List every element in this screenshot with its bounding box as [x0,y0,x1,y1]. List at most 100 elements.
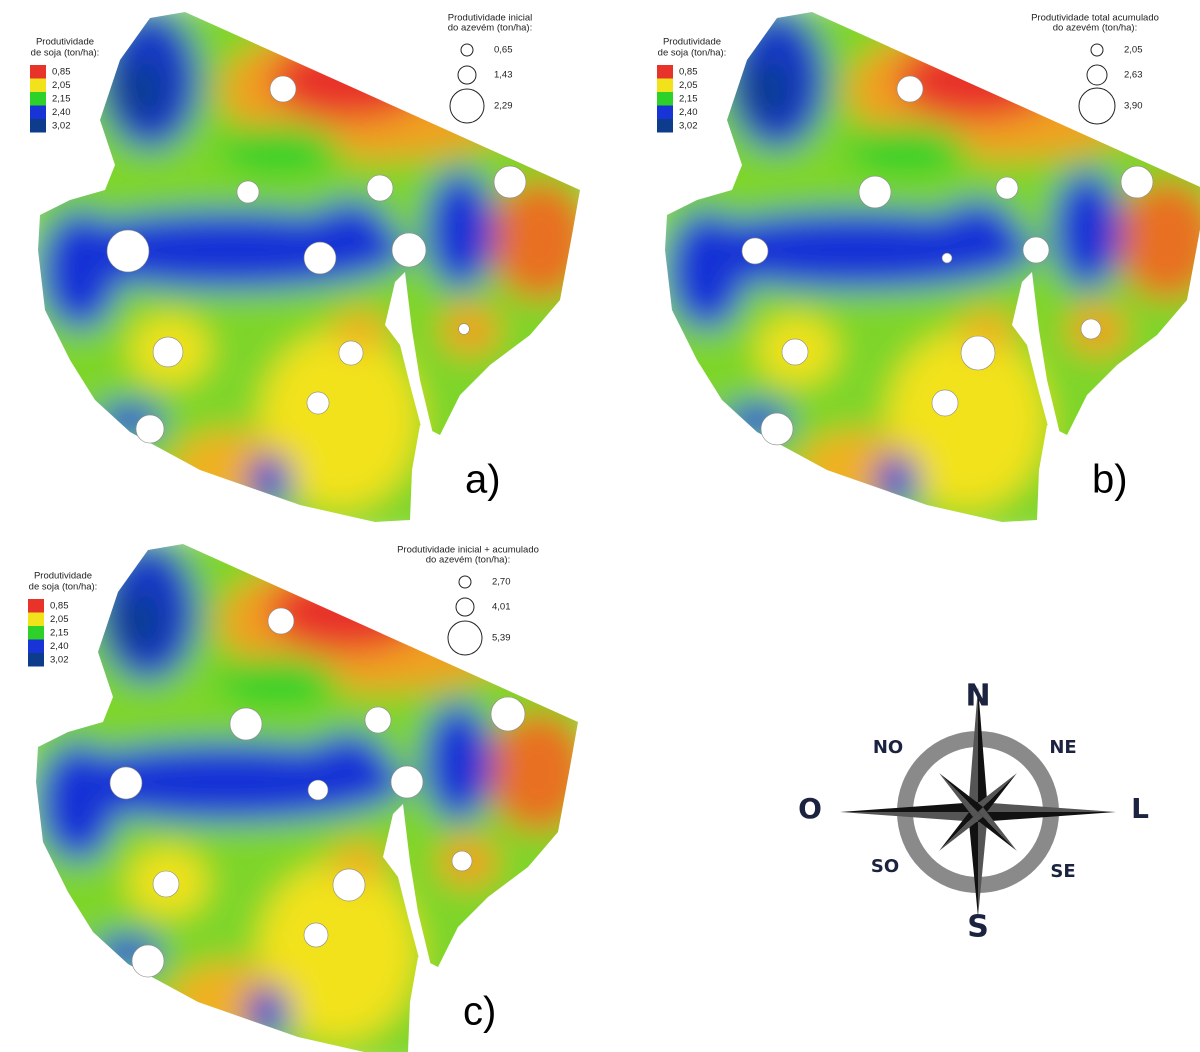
sample-point [859,176,891,208]
size-legend-label: 3,90 [1124,101,1143,112]
color-legend-label: 2,05 [50,614,69,625]
color-legend-label: 2,40 [50,641,69,652]
color-swatch [657,119,673,133]
size-legend-label: 5,39 [492,633,511,644]
color-legend-label: 2,15 [50,628,69,639]
compass-label: N [965,679,990,714]
compass-label: SE [1050,861,1075,882]
size-legend-title: do azevém (ton/ha): [426,555,511,566]
color-legend-title: de soja (ton/ha): [29,582,98,593]
compass-label: S [967,910,989,945]
color-swatch [657,92,673,106]
color-legend-title: Produtividade [36,37,94,48]
sample-point [942,253,952,263]
color-swatch [28,653,44,667]
sample-point [307,392,329,414]
color-swatch [30,79,46,93]
compass-rose: N NE L SE S SO O NO [798,679,1149,945]
size-legend-label: 0,65 [494,45,513,56]
color-legend-title: Produtividade [34,571,92,582]
sample-point [268,608,294,634]
color-swatch [28,626,44,640]
size-legend-circle [1087,65,1107,85]
sample-point [304,923,328,947]
sample-point [153,337,183,367]
size-legend-circle [450,89,484,123]
size-legend-circle [1079,88,1115,124]
panel-label: a) [465,458,501,502]
sample-point [132,945,164,977]
color-swatch [657,65,673,79]
size-legend-label: 2,63 [1124,70,1143,81]
size-legend-label: 2,70 [492,577,511,588]
sample-point [491,697,525,731]
compass-label: O [798,792,822,825]
color-swatch [30,65,46,79]
size-legend-label: 2,29 [494,101,513,112]
color-legend-label: 3,02 [52,121,71,132]
size-legend-circle [458,66,476,84]
sample-point [308,780,328,800]
color-legend-title: de soja (ton/ha): [658,48,727,59]
sample-point [452,851,472,871]
compass-point [978,812,988,917]
sample-point [897,76,923,102]
sample-point [136,415,164,443]
panel-label: b) [1092,458,1128,502]
color-swatch [657,79,673,93]
sample-point [391,766,423,798]
size-legend-label: 4,01 [492,602,511,613]
color-swatch [30,92,46,106]
color-swatch [28,640,44,654]
color-legend-label: 0,85 [50,601,69,612]
color-legend-title: Produtividade [663,37,721,48]
compass-label: L [1131,792,1149,825]
size-legend-circle [459,576,471,588]
color-swatch [30,119,46,133]
color-swatch [657,106,673,120]
sample-point [110,767,142,799]
size-legend-title: do azevém (ton/ha): [448,23,533,34]
color-swatch [30,106,46,120]
color-swatch [28,599,44,613]
sample-point [270,76,296,102]
figure: Produtividadede soja (ton/ha):0,852,052,… [0,0,1200,1052]
sample-point [237,181,259,203]
color-swatch [28,613,44,627]
size-legend-circle [456,598,474,616]
color-legend-label: 3,02 [50,655,69,666]
color-legend-label: 2,15 [679,94,698,105]
size-legend-circle [448,621,482,655]
sample-point [459,324,470,335]
compass-label: NO [873,737,903,758]
sample-point [392,233,426,267]
sample-point [782,339,808,365]
sample-point [1023,237,1049,263]
size-legend-title: do azevém (ton/ha): [1053,23,1138,34]
sample-point [107,230,149,272]
sample-point [304,242,336,274]
color-legend-label: 2,40 [52,107,71,118]
compass-label: NE [1049,737,1076,758]
sample-point [365,707,391,733]
color-legend-label: 2,05 [679,80,698,91]
panel-label: c) [463,990,496,1034]
sample-point [996,177,1018,199]
compass-point [968,812,978,917]
sample-point [230,708,262,740]
sample-point [153,871,179,897]
sample-point [742,238,768,264]
sample-point [339,341,363,365]
sample-point [932,390,958,416]
color-legend-label: 3,02 [679,121,698,132]
color-legend-label: 0,85 [52,67,71,78]
sample-point [761,413,793,445]
color-legend-label: 2,05 [52,80,71,91]
sample-point [1121,166,1153,198]
sample-point [367,175,393,201]
size-legend-circle [461,44,473,56]
compass-label: SO [871,856,899,877]
size-legend-label: 2,05 [1124,45,1143,56]
